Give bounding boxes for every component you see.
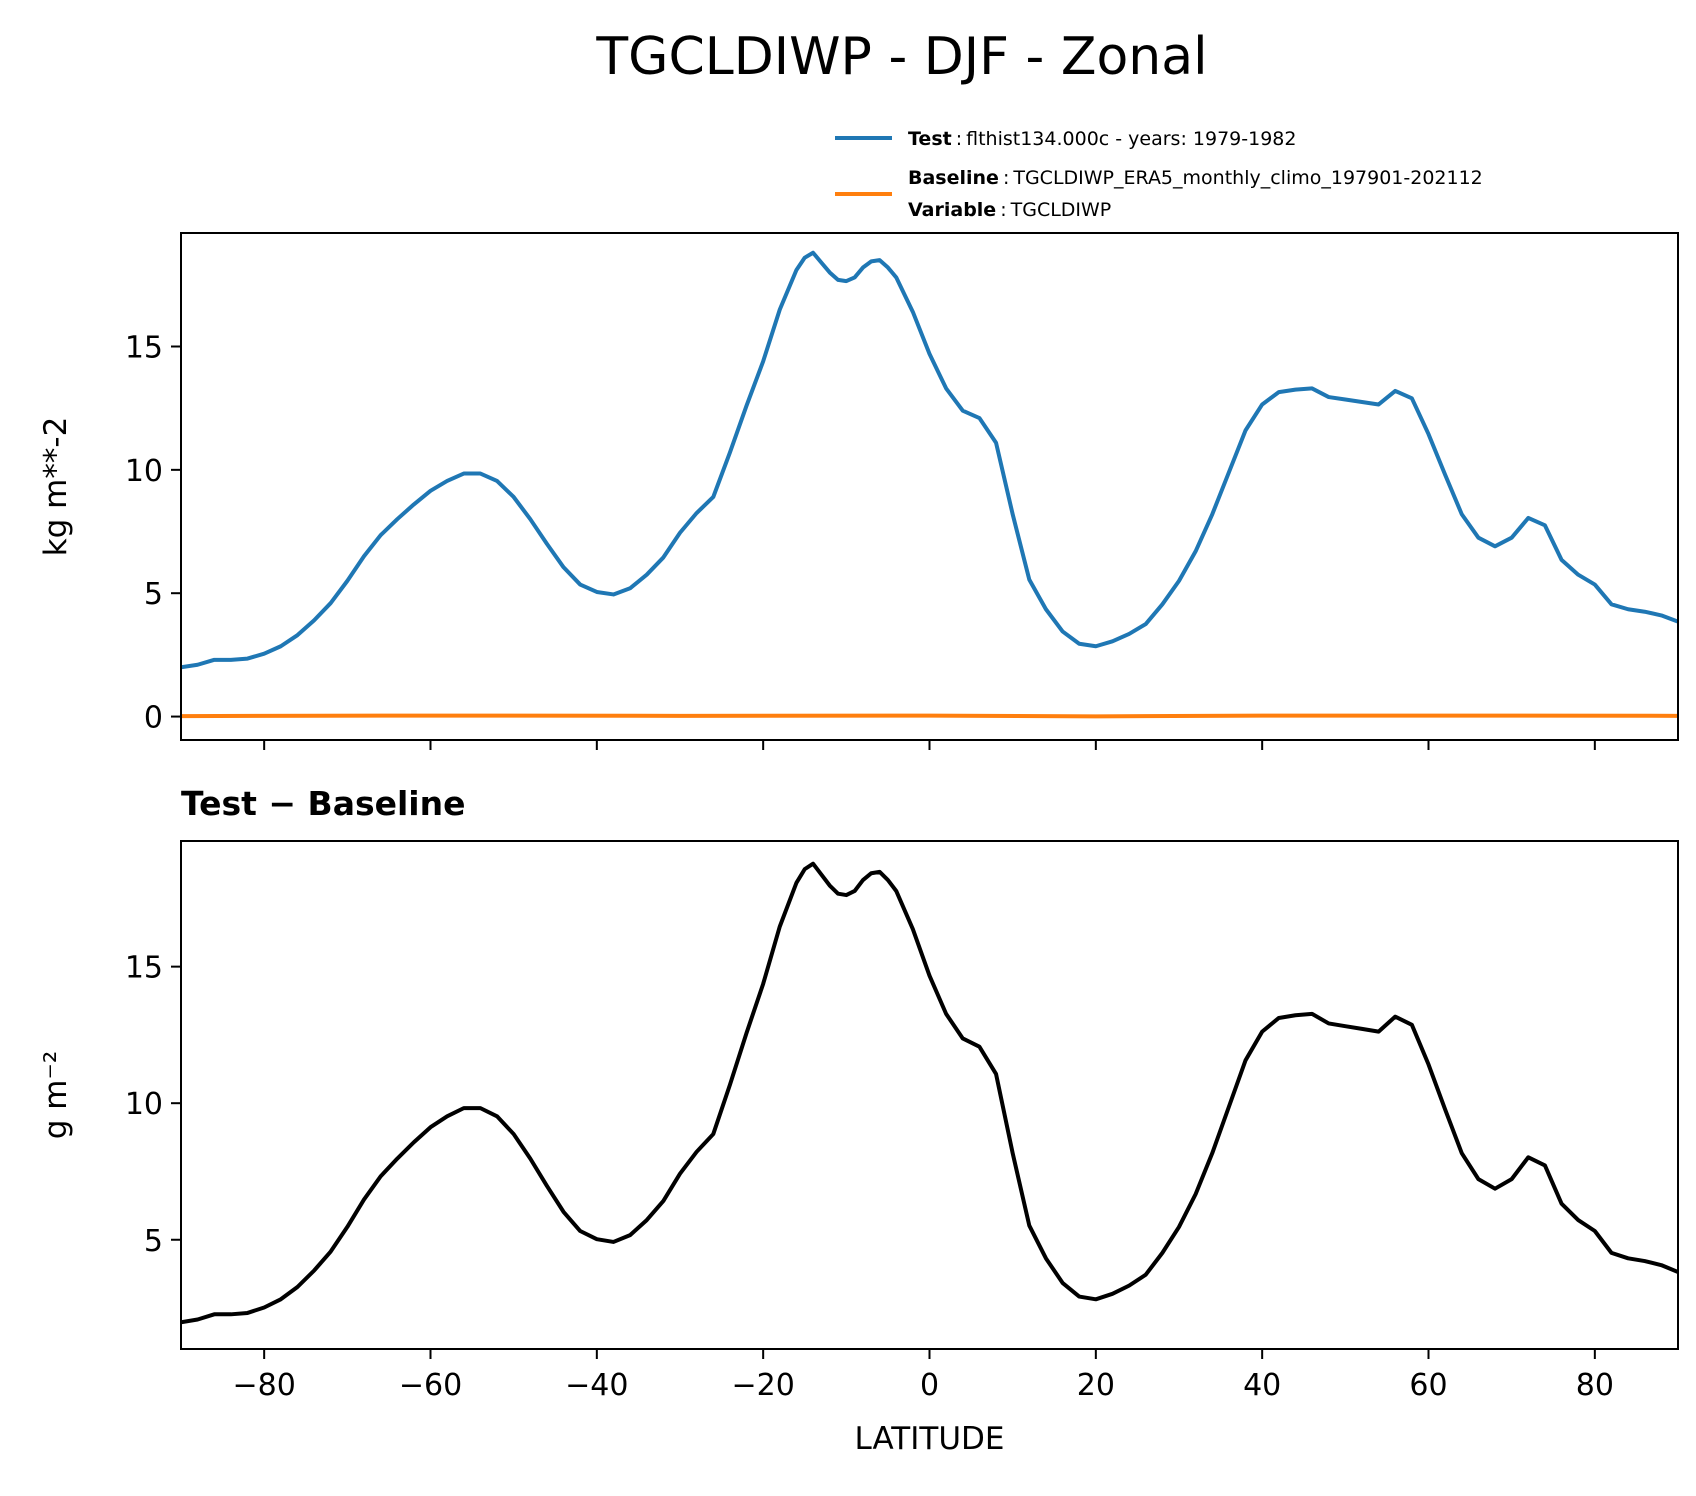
legend-baseline-text: TGCLDIWP_ERA5_monthly_climo_197901-20211… [1012, 167, 1482, 189]
legend-variable-label: Variable: TGCLDIWP [908, 199, 1111, 221]
legend-baseline-key: Baseline [908, 167, 999, 189]
x-tick-label: 60 [1409, 1368, 1447, 1403]
legend-baseline-label: Baseline: TGCLDIWP_ERA5_monthly_climo_197… [908, 167, 1483, 189]
difference-series-line [181, 861, 1678, 1325]
x-tick-label: 80 [1576, 1368, 1614, 1403]
y-tick-label: 10 [125, 454, 163, 489]
legend-variable-key: Variable [908, 199, 996, 221]
test-series-line [181, 250, 1678, 670]
legend-test-label: Test: flthist134.000c - years: 1979-1982 [908, 128, 1296, 150]
legend-test-sep: : [956, 128, 962, 150]
figure-title: TGCLDIWP - DJF - Zonal [595, 27, 1207, 87]
x-tick-label: −40 [565, 1368, 628, 1403]
legend-variable-sep: : [1000, 199, 1006, 221]
y-axis-label: g m⁻² [38, 1051, 74, 1140]
legend-test-text: flthist134.000c - years: 1979-1982 [966, 128, 1296, 150]
y-tick-label: 15 [125, 951, 163, 986]
y-tick-label: 15 [125, 330, 163, 365]
y-tick-label: 5 [144, 1224, 163, 1259]
legend-test-key: Test [908, 128, 952, 150]
bottom-panel-title: Test − Baseline [181, 784, 466, 823]
x-tick-label: −20 [732, 1368, 795, 1403]
y-tick-label: 0 [144, 701, 163, 736]
legend-baseline-sep: : [1003, 167, 1009, 189]
x-tick-label: −60 [399, 1368, 462, 1403]
x-tick-label: −80 [233, 1368, 296, 1403]
x-tick-label: 20 [1077, 1368, 1115, 1403]
legend: Test: flthist134.000c - years: 1979-1982 … [835, 128, 1483, 221]
y-axis-label: kg m**-2 [38, 417, 74, 557]
bottom-panel: −80 −60 −40 −20 0 20 40 60 80 5 10 15 g m⁻² LATITUDE [38, 840, 1679, 1457]
x-tick-label: 40 [1243, 1368, 1281, 1403]
y-tick-label: 5 [144, 577, 163, 612]
x-axis-label: LATITUDE [855, 1421, 1005, 1457]
legend-variable-text: TGCLDIWP [1010, 199, 1112, 221]
x-tick-label: 0 [920, 1368, 939, 1403]
top-panel: 0 5 10 15 kg m**-2 [38, 232, 1679, 750]
y-tick-label: 10 [125, 1087, 163, 1122]
baseline-series-line [181, 713, 1678, 719]
